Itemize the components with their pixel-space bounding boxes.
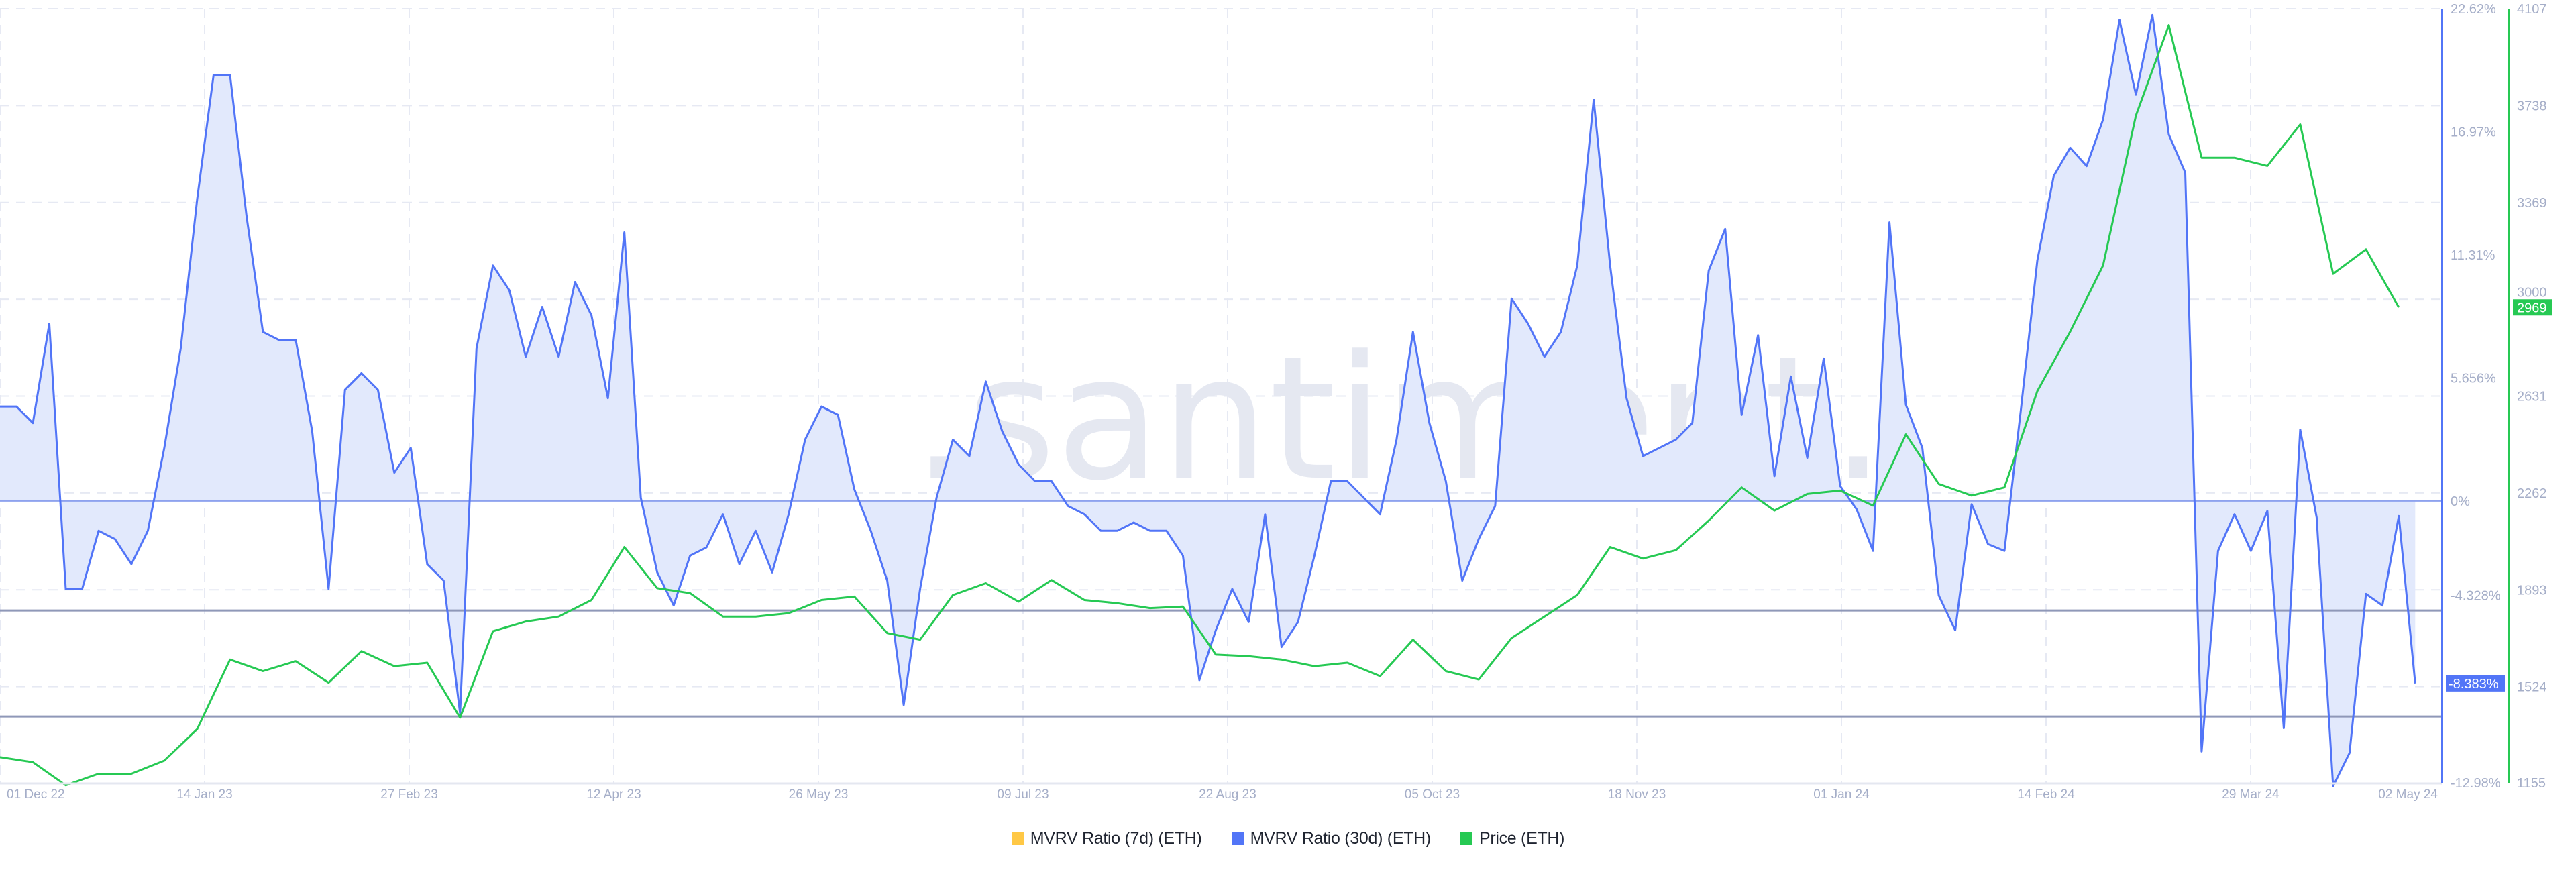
legend-label: MVRV Ratio (7d) (ETH) bbox=[1030, 829, 1202, 848]
price-tick-label: 2631 bbox=[2517, 390, 2547, 404]
legend-label: MVRV Ratio (30d) (ETH) bbox=[1250, 829, 1432, 848]
value-badges: -8.383% 2969 bbox=[2446, 299, 2552, 692]
reference-lines bbox=[0, 500, 2442, 718]
x-tick-label: 26 May 23 bbox=[789, 787, 849, 802]
x-tick-label: 18 Nov 23 bbox=[1608, 787, 1666, 802]
x-tick-label: 22 Aug 23 bbox=[1199, 787, 1256, 802]
price-tick-label: 3738 bbox=[2517, 99, 2547, 113]
legend-swatch-blue bbox=[1231, 832, 1244, 845]
x-tick-label: 14 Feb 24 bbox=[2017, 787, 2075, 802]
mvrv-tick-label: 16.97% bbox=[2451, 125, 2496, 140]
legend-item-price[interactable]: Price (ETH) bbox=[1460, 829, 1565, 849]
x-tick-label: 02 May 24 bbox=[2378, 787, 2438, 802]
mvrv-tick-label: -4.328% bbox=[2451, 588, 2501, 603]
mvrv-tick-label: 5.656% bbox=[2451, 371, 2496, 386]
mvrv-tick-label: 0% bbox=[2451, 494, 2470, 509]
price-tick-label: 1893 bbox=[2517, 583, 2547, 598]
price-line bbox=[0, 24, 2400, 787]
price-tick-label: 4107 bbox=[2517, 2, 2547, 17]
price-last-value-badge bbox=[2513, 299, 2552, 316]
price-tick-label: 2262 bbox=[2517, 486, 2547, 501]
series-lines bbox=[0, 13, 2416, 787]
x-tick-label: 01 Dec 22 bbox=[7, 787, 65, 802]
x-tick-label: 05 Oct 23 bbox=[1405, 787, 1460, 802]
price-tick-label: 1155 bbox=[2517, 776, 2546, 791]
price-tick-label: 1524 bbox=[2517, 680, 2547, 695]
mvrv-30d-area-fill bbox=[0, 15, 2416, 787]
legend-label: Price (ETH) bbox=[1479, 829, 1565, 848]
mvrv-last-value-text: -8.383% bbox=[2449, 677, 2499, 692]
x-tick-label: 29 Mar 24 bbox=[2222, 787, 2279, 802]
axes: 01 Dec 22 14 Jan 23 27 Feb 23 12 Apr 23 26 M… bbox=[0, 2, 2547, 802]
mvrv-tick-label: 22.62% bbox=[2451, 2, 2496, 17]
price-tick-label: 3369 bbox=[2517, 196, 2547, 211]
legend: MVRV Ratio (7d) (ETH) MVRV Ratio (30d) (… bbox=[0, 829, 2576, 849]
x-tick-label: 12 Apr 23 bbox=[586, 787, 641, 802]
price-last-value-text: 2969 bbox=[2517, 301, 2547, 315]
legend-swatch-green bbox=[1460, 832, 1472, 845]
mvrv-area bbox=[0, 15, 2416, 787]
legend-item-mvrv-7d[interactable]: MVRV Ratio (7d) (ETH) bbox=[1011, 829, 1202, 849]
legend-item-mvrv-30d[interactable]: MVRV Ratio (30d) (ETH) bbox=[1231, 829, 1432, 849]
mvrv-30d-line bbox=[0, 13, 2416, 787]
x-tick-label: 27 Feb 23 bbox=[380, 787, 438, 802]
x-tick-label: 14 Jan 23 bbox=[176, 787, 232, 802]
x-tick-label: 01 Jan 24 bbox=[1813, 787, 1870, 802]
mvrv-tick-label: 11.31% bbox=[2451, 248, 2496, 263]
mvrv-last-value-badge bbox=[2446, 675, 2505, 692]
legend-swatch-yellow bbox=[1011, 832, 1024, 845]
mvrv-tick-label: -12.98% bbox=[2451, 776, 2501, 791]
x-tick-label: 09 Jul 23 bbox=[997, 787, 1049, 802]
price-tick-label: 3000 bbox=[2517, 285, 2547, 300]
